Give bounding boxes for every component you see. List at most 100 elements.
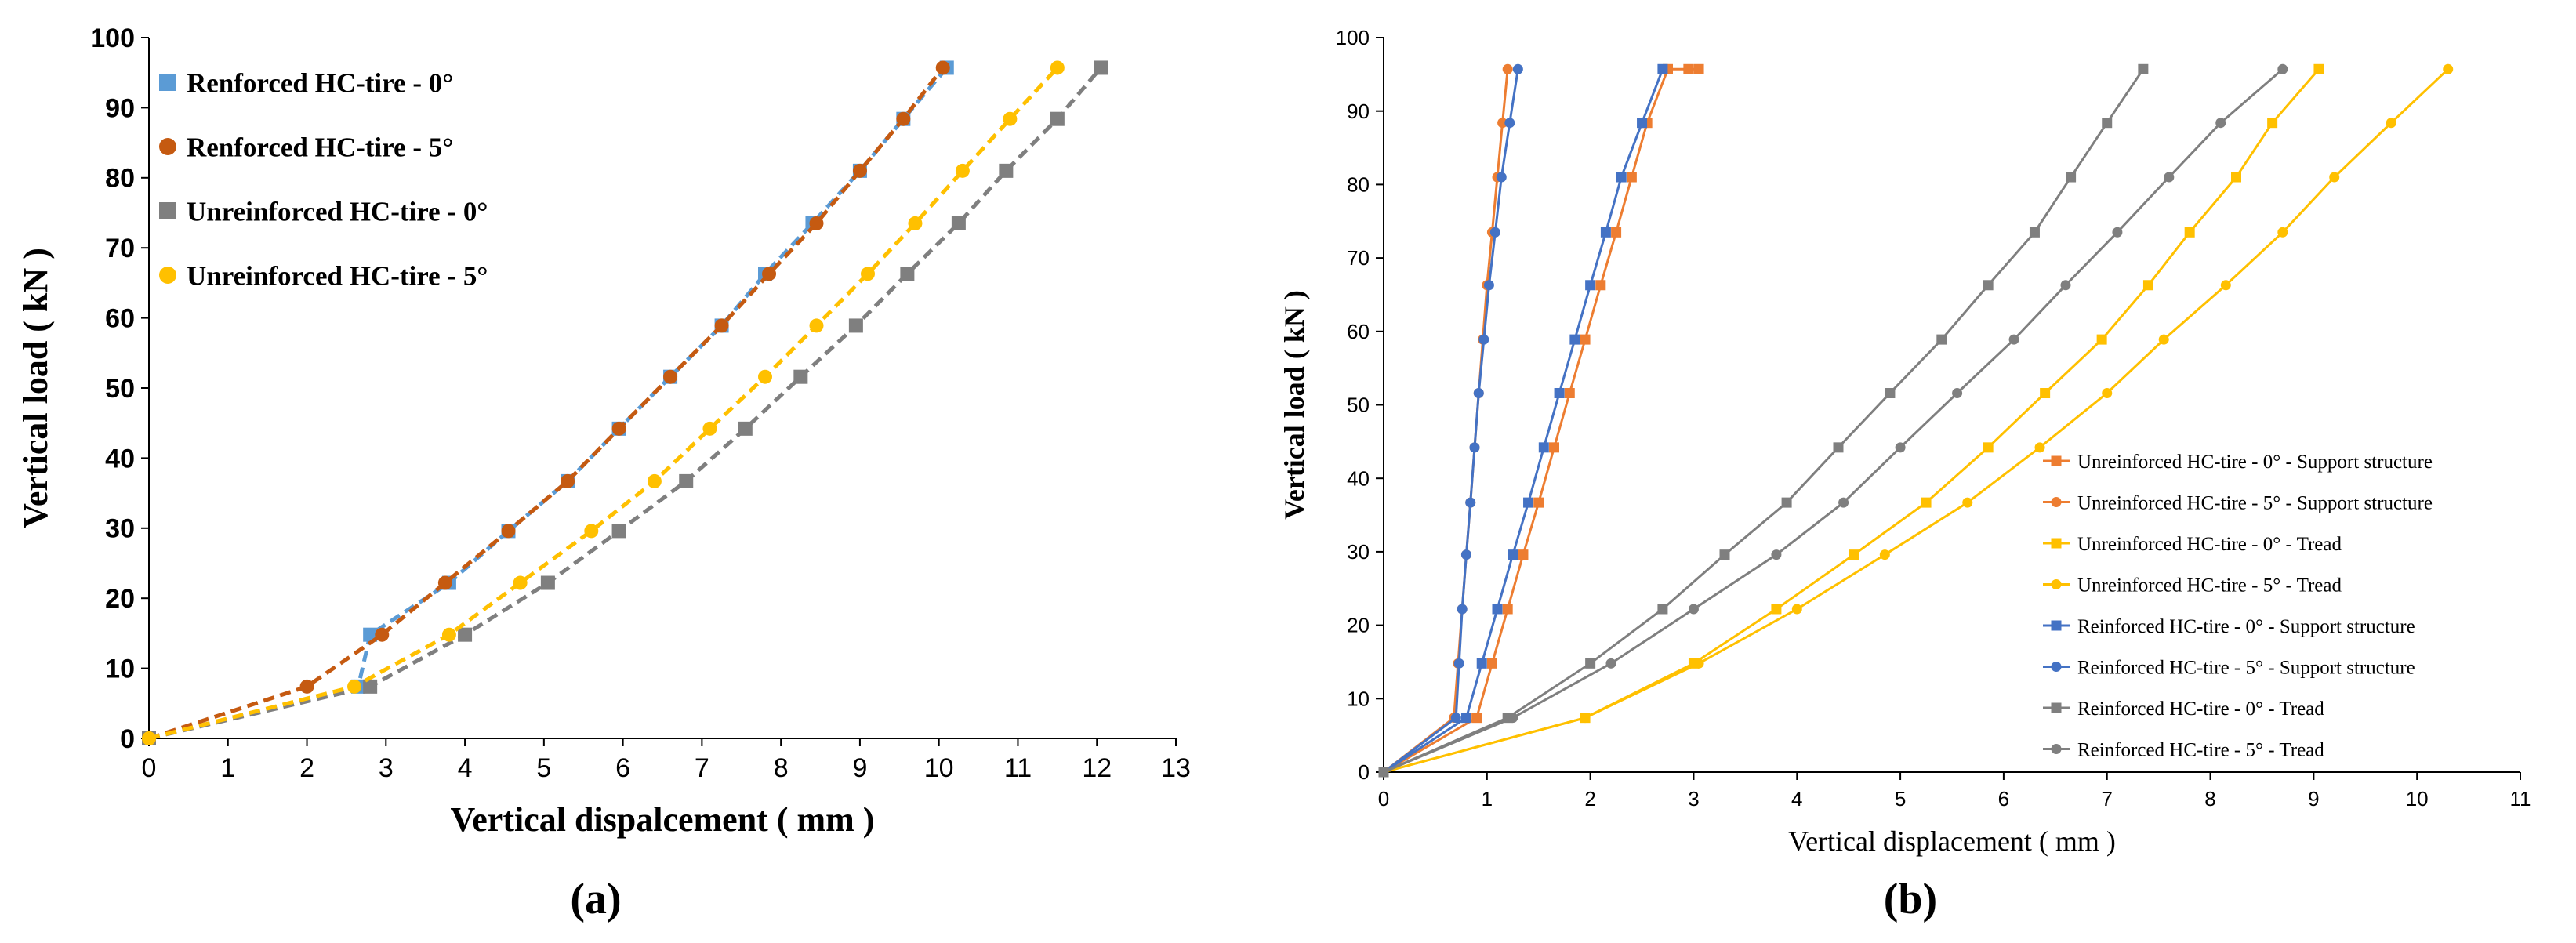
data-point [1885, 388, 1896, 399]
data-point [861, 267, 875, 281]
data-point [896, 111, 911, 126]
legend-label: Unreinforced HC-tire - 0° - Support stru… [2077, 452, 2433, 473]
data-point [1879, 549, 1890, 560]
data-point [1833, 442, 1844, 453]
y-tick-label: 100 [90, 24, 135, 53]
data-point [1549, 442, 1559, 453]
data-point [2220, 280, 2231, 291]
data-point [1533, 497, 1544, 508]
data-point [1983, 280, 1994, 291]
data-point [809, 318, 824, 333]
data-point [142, 731, 156, 745]
data-point [347, 679, 361, 694]
panel-label: (a) [570, 875, 621, 923]
x-tick-label: 5 [1895, 787, 1906, 811]
series-line [1383, 68, 2320, 774]
data-point [1791, 604, 1802, 615]
legend: Unreinforced HC-tire - 0° - Support stru… [2043, 452, 2433, 760]
data-point [852, 163, 867, 178]
x-tick-label: 5 [536, 753, 551, 783]
legend-label: Reinforced HC-tire - 0° - Tread [2077, 698, 2324, 720]
data-point [1050, 60, 1065, 75]
series-line [148, 66, 1103, 741]
data-point [1489, 227, 1500, 238]
data-point [2066, 172, 2077, 183]
data-point [793, 369, 808, 384]
data-point [2164, 172, 2175, 183]
data-point [1962, 497, 1973, 508]
data-point [2277, 227, 2288, 238]
y-tick-label: 60 [105, 304, 135, 334]
data-point [501, 524, 516, 539]
x-tick-label: 3 [379, 753, 394, 783]
series-line [1383, 67, 1700, 774]
data-point [458, 627, 473, 642]
data-point [999, 163, 1014, 178]
data-point [363, 679, 378, 694]
y-tick-label: 0 [1359, 760, 1370, 784]
series-4 [1378, 63, 1668, 778]
x-tick-label: 7 [695, 753, 709, 783]
legend-label: Reinforced HC-tire - 5° - Support struct… [2077, 657, 2415, 678]
x-axis-label: Vertical displacement ( mm ) [1788, 825, 2116, 857]
data-point [1585, 280, 1596, 291]
x-tick-label: 8 [2204, 787, 2215, 811]
data-point [758, 369, 772, 384]
data-point [1492, 604, 1503, 615]
data-point [2329, 172, 2340, 183]
data-point [1595, 280, 1606, 291]
y-tick-label: 100 [1336, 26, 1370, 49]
data-point [1564, 388, 1575, 399]
y-tick-label: 40 [105, 444, 135, 473]
legend-marker [2051, 702, 2062, 713]
y-tick-label: 20 [105, 584, 135, 614]
chart-b: 0 10 20 30 40 50 60 70 80 90 100 0 1 2 3 4 5 6 7 8 9 10 11 Vert… [1279, 26, 2531, 923]
legend-marker [159, 74, 176, 91]
data-point [441, 627, 456, 642]
x-tick-label: 12 [1082, 753, 1112, 783]
data-point [1502, 63, 1513, 74]
y-tick-label: 40 [1347, 466, 1370, 490]
series-6 [1378, 63, 2149, 778]
x-axis-label: Vertical dispalcement ( mm ) [451, 800, 875, 839]
data-point [2313, 63, 2324, 74]
data-point [1453, 658, 1464, 669]
y-tick-label: 90 [105, 93, 135, 123]
data-point [1473, 388, 1484, 399]
data-point [1378, 767, 1389, 778]
x-tick-label: 9 [2308, 787, 2319, 811]
data-point [809, 216, 824, 230]
data-point [2029, 227, 2040, 238]
data-point [2231, 172, 2241, 183]
data-point [955, 163, 970, 178]
y-tick-label: 20 [1347, 614, 1370, 637]
y-tick-label: 30 [105, 514, 135, 544]
data-point [540, 575, 555, 590]
data-point [513, 575, 528, 590]
data-point [951, 216, 966, 230]
data-point [1003, 111, 1018, 126]
data-point [1983, 442, 1994, 453]
data-point [1611, 227, 1622, 238]
x-tick-label: 6 [1998, 787, 2009, 811]
legend-label: Unreinforced HC-tire - 0° - Tread [2077, 534, 2342, 555]
x-tick-label: 13 [1161, 753, 1191, 783]
data-point [2142, 280, 2153, 291]
data-point [299, 679, 314, 694]
data-point [900, 267, 915, 281]
data-point [1569, 334, 1580, 345]
data-point [1496, 172, 1507, 183]
data-point [1476, 658, 1487, 669]
legend-label: Renforced HC-tire - 0° [187, 67, 453, 98]
data-point [2277, 63, 2288, 74]
data-point [935, 60, 950, 75]
data-point [663, 369, 678, 384]
series-1 [1378, 63, 1513, 778]
series-line [148, 66, 949, 741]
data-point [1523, 497, 1534, 508]
data-point [1094, 60, 1108, 75]
x-tick-label: 1 [220, 753, 235, 783]
data-point [1637, 118, 1648, 129]
x-tick-label: 10 [924, 753, 954, 783]
